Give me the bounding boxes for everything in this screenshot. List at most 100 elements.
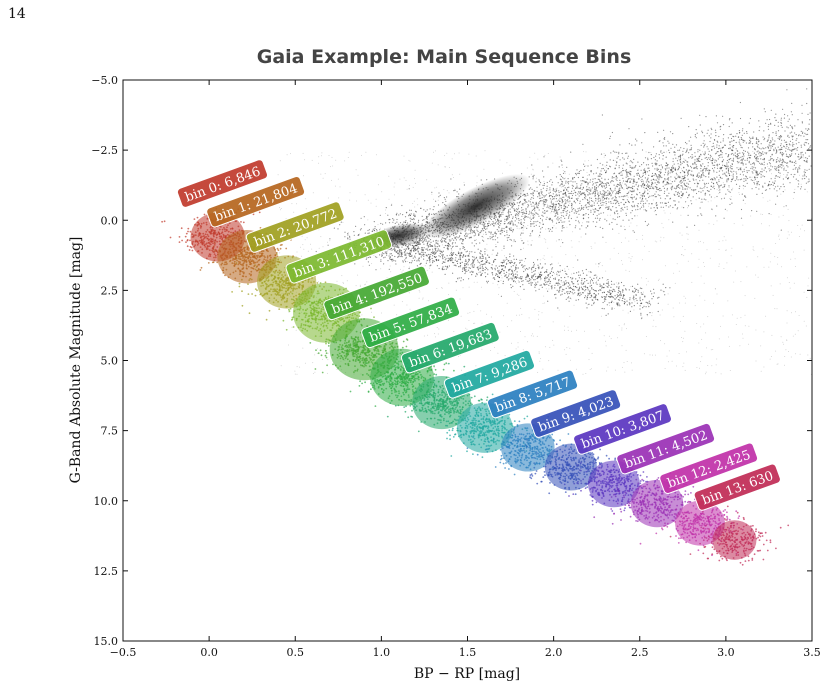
giant-point (454, 242, 456, 244)
giant-point (683, 147, 685, 150)
giant-point (650, 154, 652, 156)
giant-point (686, 163, 688, 166)
giant-point (503, 261, 505, 263)
giant-point (774, 169, 777, 171)
giant-point (612, 192, 614, 194)
giant-point (560, 159, 562, 161)
giant-point (738, 161, 740, 163)
giant-point (532, 191, 534, 193)
giant-point (680, 162, 682, 164)
giant-point (774, 165, 776, 168)
giant-point (402, 214, 404, 216)
giant-point (668, 142, 670, 144)
giant-point (444, 241, 446, 243)
giant-point (560, 207, 563, 209)
giant-point (656, 187, 658, 189)
giant-point (574, 227, 576, 229)
giant-point (667, 170, 670, 172)
giant-point (706, 167, 708, 169)
giant-point (315, 250, 317, 253)
giant-point (527, 205, 530, 207)
giant-point (607, 168, 609, 170)
giant-point (780, 136, 783, 138)
giant-point (632, 291, 634, 293)
giant-point (771, 158, 773, 160)
giant-point (580, 207, 583, 209)
giant-point (814, 170, 815, 171)
giant-point (472, 230, 474, 232)
giant-point (572, 185, 575, 187)
giant-point (638, 174, 640, 176)
giant-point (611, 308, 613, 310)
giant-point (546, 281, 549, 283)
giant-point (610, 189, 612, 191)
giant-point (641, 199, 643, 201)
giant-point (738, 130, 741, 132)
giant-point (757, 146, 759, 148)
giant-point (511, 231, 514, 233)
giant-point (626, 208, 628, 210)
giant-point (629, 297, 631, 299)
giant-point (660, 197, 662, 199)
giant-point (730, 170, 732, 172)
giant-point (582, 143, 584, 145)
giant-point (629, 166, 631, 168)
giant-point (442, 255, 444, 257)
giant-point (778, 149, 780, 151)
giant-point (657, 168, 660, 170)
giant-point (616, 179, 618, 182)
giant-point (586, 178, 588, 180)
giant-point (807, 133, 809, 135)
giant-point (508, 215, 510, 217)
giant-point (556, 289, 558, 291)
giant-point (591, 205, 593, 207)
giant-point (741, 147, 743, 149)
giant-point (619, 179, 621, 181)
giant-point (648, 203, 650, 205)
giant-point (619, 144, 621, 146)
giant-point (589, 205, 592, 207)
giant-point (507, 279, 509, 281)
giant-point (359, 229, 362, 231)
giant-point (565, 201, 567, 203)
giant-point (644, 220, 647, 223)
giant-point (367, 232, 369, 234)
giant-point (480, 179, 482, 181)
giant-point (636, 288, 638, 291)
giant-point (806, 88, 808, 90)
giant-point (513, 208, 515, 210)
giant-point (536, 190, 538, 192)
giant-point (389, 218, 391, 221)
giant-point (448, 243, 450, 246)
giant-point (552, 204, 554, 206)
giant-point (525, 207, 527, 210)
giant-point (555, 191, 557, 193)
giant-point (649, 188, 651, 190)
giant-point (746, 171, 748, 174)
giant-point (349, 238, 351, 240)
giant-point (757, 139, 759, 141)
giant-point (518, 213, 520, 215)
giant-point (586, 296, 588, 298)
giant-point (666, 178, 668, 180)
giant-point (462, 268, 464, 270)
giant-point (753, 162, 756, 164)
giant-point (692, 178, 694, 180)
giant-point (426, 218, 428, 220)
giant-point (629, 187, 632, 189)
giant-point (677, 191, 680, 193)
giant-point (412, 247, 414, 249)
giant-point (590, 271, 592, 273)
giant-point (678, 167, 680, 169)
giant-point (599, 197, 601, 199)
giant-point (695, 192, 698, 195)
giant-point (702, 172, 704, 174)
giant-point (580, 180, 582, 182)
giant-point (367, 261, 369, 263)
giant-point (592, 181, 594, 183)
giant-point (771, 166, 774, 168)
giant-point (557, 282, 559, 284)
giant-point (617, 156, 619, 158)
giant-point (389, 256, 391, 259)
giant-point (539, 200, 541, 203)
